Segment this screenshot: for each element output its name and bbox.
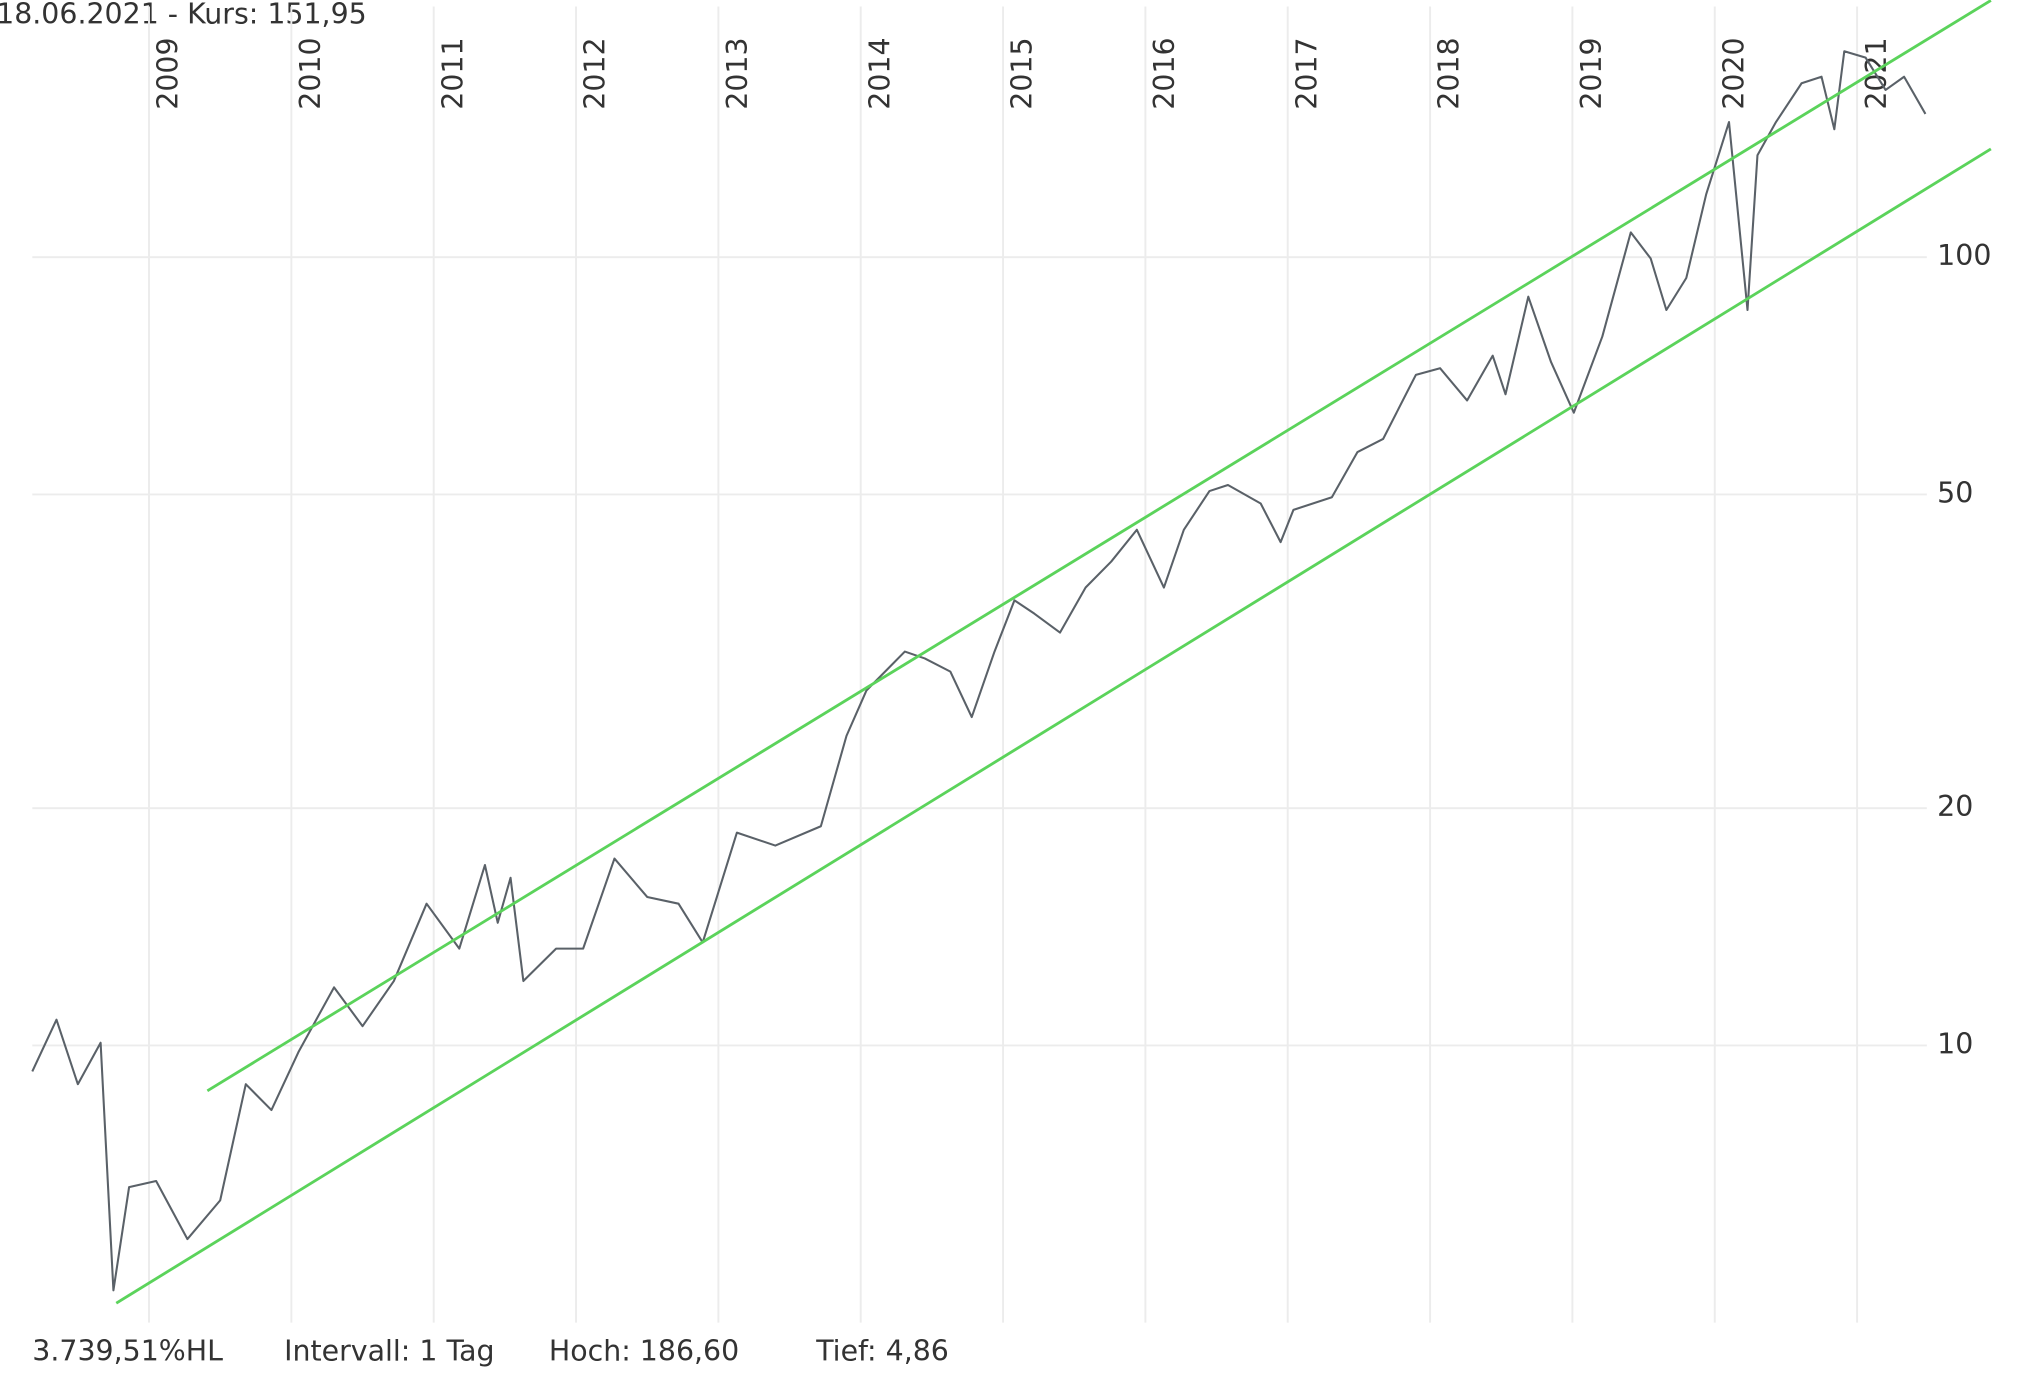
footer-info: 3.739,51%HL xyxy=(32,1334,223,1367)
footer-info: Intervall: 1 Tag xyxy=(284,1334,494,1367)
x-tick-label: 2020 xyxy=(1717,37,1750,109)
y-tick-label: 20 xyxy=(1937,790,1973,823)
x-tick-label: 2016 xyxy=(1148,37,1181,109)
chart-title: 18.06.2021 - Kurs: 151,95 xyxy=(0,0,367,30)
x-tick-label: 2011 xyxy=(436,37,469,109)
y-tick-label: 10 xyxy=(1937,1027,1973,1060)
y-tick-label: 50 xyxy=(1937,476,1973,509)
x-tick-label: 2019 xyxy=(1575,37,1608,109)
trend-line xyxy=(206,0,1992,1092)
x-tick-label: 2013 xyxy=(721,37,754,109)
trend-line xyxy=(115,147,1992,1305)
x-tick-label: 2010 xyxy=(294,37,327,109)
x-tick-label: 2017 xyxy=(1290,37,1323,109)
footer-info: Hoch: 186,60 xyxy=(549,1334,739,1367)
y-tick-label: 100 xyxy=(1937,239,1991,272)
x-tick-label: 2014 xyxy=(863,37,896,109)
x-tick-label: 2015 xyxy=(1006,37,1039,109)
x-tick-label: 2018 xyxy=(1433,37,1466,109)
footer-info: Tief: 4,86 xyxy=(815,1334,949,1367)
price-line xyxy=(31,50,1927,1292)
x-tick-label: 2009 xyxy=(152,37,185,109)
x-tick-label: 2012 xyxy=(579,37,612,109)
